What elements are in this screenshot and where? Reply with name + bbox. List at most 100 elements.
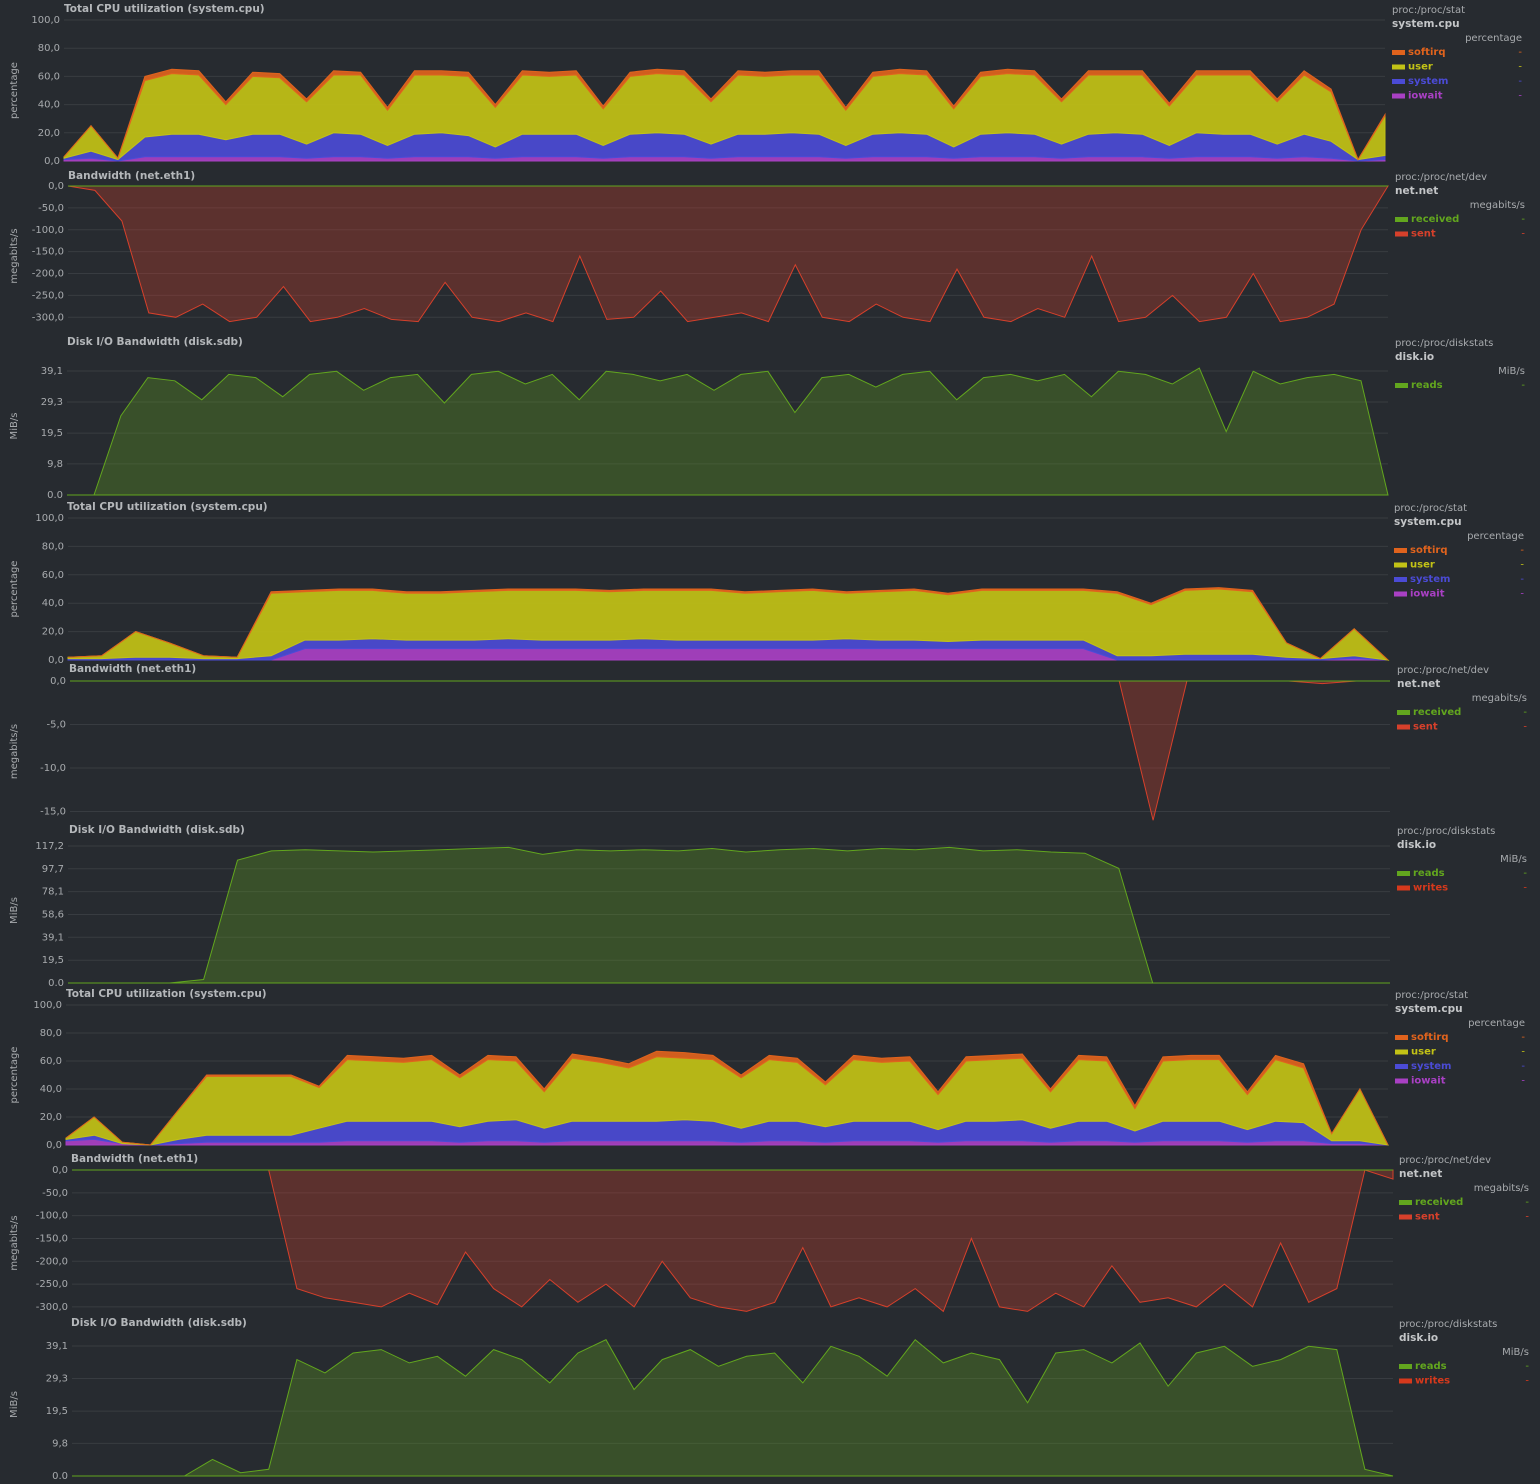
area-softirq: [67, 587, 1389, 661]
legend-units: megabits/s: [1470, 200, 1525, 211]
legend-value: -: [1521, 380, 1525, 391]
y-tick-label: -100,0: [32, 225, 64, 236]
legend-context: proc:/proc/net/dev: [1397, 665, 1489, 676]
y-tick-label: 0.0: [47, 490, 63, 501]
chart-title: Total CPU utilization (system.cpu): [67, 501, 268, 513]
legend-value: -: [1518, 76, 1522, 87]
legend-name: softirq: [1408, 47, 1445, 58]
legend-value: -: [1518, 47, 1522, 58]
y-tick-label: 19,5: [46, 1406, 68, 1417]
y-tick-label: 0,0: [44, 156, 60, 167]
y-tick-label: -50,0: [38, 203, 64, 214]
y-tick-label: 100,0: [35, 513, 64, 524]
legend-swatch: [1394, 591, 1407, 597]
legend-units: MiB/s: [1498, 366, 1525, 377]
y-tick-label: -250,0: [36, 1279, 68, 1290]
legend-context: proc:/proc/net/dev: [1395, 172, 1487, 183]
legend-name: received: [1413, 707, 1461, 718]
legend-value: -: [1521, 1047, 1525, 1058]
legend-name: sent: [1415, 1212, 1440, 1223]
y-axis-label: percentage: [9, 561, 20, 618]
legend-value: -: [1521, 214, 1525, 225]
legend-name: user: [1410, 560, 1435, 571]
y-tick-label: 0,0: [48, 181, 64, 192]
legend-swatch: [1395, 1078, 1408, 1084]
y-tick-label: 97,7: [42, 864, 64, 875]
chart-title: Total CPU utilization (system.cpu): [66, 988, 267, 1000]
legend-name: system: [1411, 1061, 1451, 1072]
legend-units: megabits/s: [1472, 693, 1527, 704]
legend-value: -: [1525, 1212, 1529, 1223]
chart-title: Total CPU utilization (system.cpu): [64, 3, 265, 15]
legend-units: percentage: [1468, 1018, 1525, 1029]
legend-units: percentage: [1467, 531, 1524, 542]
y-tick-label: 39,1: [46, 1341, 68, 1352]
y-tick-label: 100,0: [31, 15, 60, 26]
y-tick-label: 9,8: [52, 1438, 68, 1449]
y-tick-label: 58,6: [42, 909, 64, 920]
y-tick-label: 80,0: [40, 1028, 62, 1039]
chart-title: Disk I/O Bandwidth (disk.sdb): [67, 336, 243, 348]
y-tick-label: -15,0: [40, 807, 66, 818]
legend-swatch: [1392, 50, 1405, 55]
legend-value: -: [1521, 1076, 1525, 1087]
y-tick-label: -10,0: [40, 763, 66, 774]
y-tick-label: 39,1: [41, 366, 63, 377]
y-tick-label: -200,0: [36, 1256, 68, 1267]
legend-swatch: [1394, 562, 1407, 568]
legend-name: iowait: [1408, 91, 1443, 102]
legend-swatch: [1395, 217, 1408, 222]
legend-units: MiB/s: [1500, 854, 1527, 865]
legend-chart-id: net.net: [1397, 678, 1440, 690]
chart-panel: -300,0-250,0-200,0-150,0-100,0-50,00,0Ba…: [9, 1153, 1529, 1313]
area-reads: [67, 367, 1389, 496]
legend-name: sent: [1413, 722, 1438, 733]
legend-swatch: [1394, 548, 1407, 553]
y-tick-label: 0,0: [50, 676, 66, 687]
area-reads: [68, 846, 1390, 984]
legend-context: proc:/proc/diskstats: [1399, 1319, 1497, 1330]
legend-name: writes: [1413, 883, 1448, 894]
legend-swatch: [1399, 1364, 1412, 1369]
legend-swatch: [1397, 710, 1410, 715]
legend-value: -: [1518, 91, 1522, 102]
y-axis-label: megabits/s: [9, 724, 20, 779]
legend-name: reads: [1415, 1361, 1447, 1372]
legend-value: -: [1521, 1032, 1525, 1043]
chart-panel: -300,0-250,0-200,0-150,0-100,0-50,00,0Ba…: [9, 170, 1525, 323]
y-tick-label: 19,5: [42, 955, 64, 966]
y-tick-label: 0,0: [48, 655, 64, 666]
legend-swatch: [1392, 64, 1405, 70]
chart-panel: 0.0 19,5 39,1 58,6 78,1 97,7 117,2 Disk I/O Ban…: [9, 824, 1527, 989]
legend-name: iowait: [1410, 589, 1445, 600]
y-tick-label: 78,1: [42, 887, 64, 898]
y-axis-label: percentage: [9, 1047, 20, 1104]
legend-value: -: [1518, 62, 1522, 73]
y-tick-label: 117,2: [35, 841, 64, 852]
legend-value: -: [1520, 574, 1524, 585]
chart-title: Disk I/O Bandwidth (disk.sdb): [69, 824, 245, 836]
legend-value: -: [1523, 883, 1527, 894]
legend-value: -: [1523, 707, 1527, 718]
legend-value: -: [1521, 229, 1525, 240]
chart-title: Bandwidth (net.eth1): [68, 170, 195, 182]
y-tick-label: -150,0: [36, 1233, 68, 1244]
legend-swatch: [1395, 1064, 1408, 1069]
chart-panel: 0.0 9,8 19,5 29,3 39,1 Disk I/O Bandwidth (di…: [9, 1317, 1529, 1482]
legend-swatch: [1397, 724, 1410, 730]
legend-name: user: [1408, 62, 1433, 73]
y-tick-label: 60,0: [42, 570, 64, 581]
legend-units: percentage: [1465, 33, 1522, 44]
legend-name: received: [1415, 1197, 1463, 1208]
legend-chart-id: system.cpu: [1394, 516, 1462, 528]
y-tick-label: -150,0: [32, 247, 64, 258]
y-tick-label: 60,0: [38, 71, 60, 82]
legend-value: -: [1520, 560, 1524, 571]
y-tick-label: 20,0: [38, 128, 60, 139]
legend-value: -: [1521, 1061, 1525, 1072]
legend-context: proc:/proc/diskstats: [1397, 826, 1495, 837]
legend-name: user: [1411, 1047, 1436, 1058]
y-axis-label: megabits/s: [9, 228, 20, 283]
